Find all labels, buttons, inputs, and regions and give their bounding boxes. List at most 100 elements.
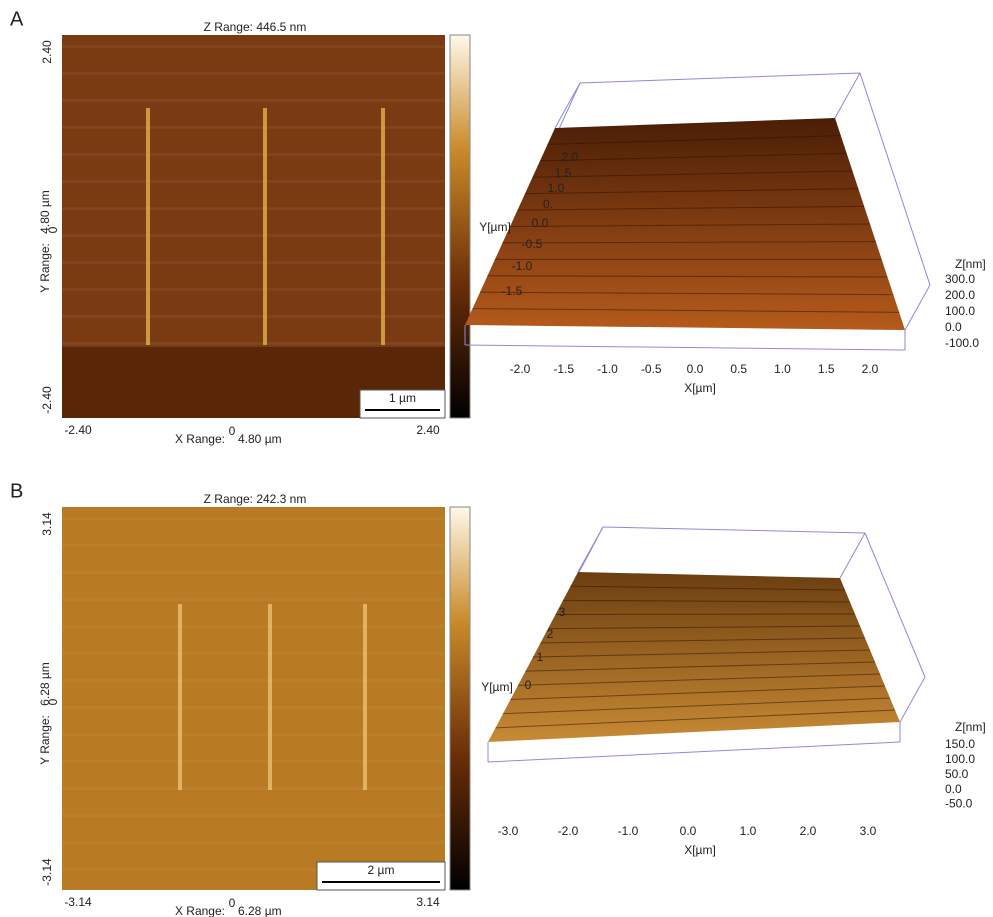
box-edge — [865, 533, 925, 677]
panel: B Z Range: 242.3 nm 3.14 -3.14 0 Y Range: 6.28… — [10, 480, 986, 917]
scan-line — [62, 180, 445, 183]
x-max: 3.14 — [416, 895, 440, 909]
scan-line — [62, 679, 445, 682]
box-edge — [905, 285, 930, 330]
box-edge — [835, 73, 860, 118]
x-tick-label: 0.0 — [687, 362, 704, 376]
x-tick-label: 1.0 — [774, 362, 791, 376]
colorbar — [450, 507, 470, 890]
line-feature — [363, 604, 367, 790]
x-axis-label: X[µm] — [684, 381, 716, 395]
x-tick-label: -1.0 — [597, 362, 618, 376]
y-max: 3.14 — [40, 512, 54, 536]
x-tick-label: -1.5 — [553, 362, 574, 376]
scan-line — [62, 99, 445, 102]
x-range: 4.80 µm — [238, 432, 282, 446]
x-tick-label: -1.0 — [618, 824, 639, 838]
z-range: Z Range: 242.3 nm — [204, 492, 307, 506]
z-axis-label: Z[nm] — [955, 257, 986, 271]
z-tick-label: 0.0 — [945, 320, 962, 334]
x-range-label: X Range: — [175, 432, 225, 446]
x-tick-label: -0.5 — [641, 362, 662, 376]
z-range: Z Range: 446.5 nm — [204, 20, 307, 34]
box-edge — [488, 742, 900, 762]
scan-line — [62, 126, 445, 129]
x-tick-label: 0.5 — [730, 362, 747, 376]
scan-line — [62, 45, 445, 48]
x-tick-label: 3.0 — [860, 824, 877, 838]
y-min: -3.14 — [40, 858, 54, 886]
line-feature — [268, 604, 272, 790]
y-axis-label: Y[µm] — [479, 220, 511, 234]
box-edge — [840, 533, 865, 578]
scan-line — [62, 517, 445, 520]
scan-line — [62, 625, 445, 628]
line-feature — [146, 108, 150, 345]
y-axis-label: Y[µm] — [481, 680, 513, 694]
scan-line — [62, 841, 445, 844]
x-tick-label: 0.0 — [680, 824, 697, 838]
colorbar — [450, 35, 470, 418]
x-range-label: X Range: — [175, 904, 225, 917]
y-tick-label: -1.5 — [502, 284, 523, 298]
scan-line — [62, 544, 445, 547]
y-range-label: Y Range: — [38, 715, 52, 765]
scan-line — [62, 342, 445, 345]
x-tick-label: -2.0 — [558, 824, 579, 838]
x-range: 6.28 µm — [238, 904, 282, 917]
x-zero: 0 — [229, 896, 236, 910]
y-range: 6.28 µm — [38, 662, 52, 706]
scan-line — [62, 234, 445, 237]
x-tick-label: 2.0 — [862, 362, 879, 376]
y-max: 2.40 — [40, 40, 54, 64]
x-tick-label: 1.0 — [740, 824, 757, 838]
box-edge — [900, 677, 925, 722]
z-tick-label: 300.0 — [945, 272, 975, 286]
figure: AZ Range: 446.5 nm2.40-2.400Y Range:4.80… — [0, 0, 993, 917]
x-zero: 0 — [229, 424, 236, 438]
scale-bar-label: 2 µm — [368, 863, 395, 877]
surface-ridge — [556, 614, 856, 615]
y-tick-label: 0.0 — [532, 216, 549, 230]
scan-line — [62, 787, 445, 790]
afm-image — [62, 507, 445, 890]
y-tick-label: 0 — [525, 678, 532, 692]
z-tick-label: 150.0 — [945, 737, 975, 751]
y-tick-label: 1 — [537, 650, 544, 664]
x-axis-label: X[µm] — [684, 843, 716, 857]
scan-line — [62, 598, 445, 601]
scan-line — [62, 315, 445, 318]
scan-line — [62, 760, 445, 763]
x-tick-label: -3.0 — [498, 824, 519, 838]
line-feature — [263, 108, 267, 345]
box-edge — [465, 345, 905, 350]
z-tick-label: 100.0 — [945, 752, 975, 766]
z-tick-label: 100.0 — [945, 304, 975, 318]
z-tick-label: 0.0 — [945, 782, 962, 796]
x-tick-label: 1.5 — [818, 362, 835, 376]
scale-bar-label: 1 µm — [389, 391, 416, 405]
y-tick-label: 2 — [547, 627, 554, 641]
x-min: -2.40 — [64, 423, 92, 437]
y-tick-label: 0. — [543, 197, 553, 211]
z-tick-label: -100.0 — [945, 336, 979, 350]
panel-label: B — [10, 480, 23, 502]
z-tick-label: 200.0 — [945, 288, 975, 302]
y-range: 4.80 µm — [38, 190, 52, 234]
box-edge — [578, 527, 603, 572]
x-tick-label: -2.0 — [510, 362, 531, 376]
x-min: -3.14 — [64, 895, 92, 909]
y-min: -2.40 — [40, 386, 54, 414]
line-feature — [381, 108, 385, 345]
scan-line — [62, 261, 445, 264]
scan-line — [62, 571, 445, 574]
y-tick-label: 3 — [559, 605, 566, 619]
z-axis-label: Z[nm] — [955, 720, 986, 734]
y-tick-label: -1.0 — [512, 259, 533, 273]
z-tick-label: 50.0 — [945, 767, 969, 781]
scan-line — [62, 733, 445, 736]
y-tick-label: 1.5 — [555, 166, 572, 180]
scan-line — [62, 814, 445, 817]
x-tick-label: 2.0 — [800, 824, 817, 838]
